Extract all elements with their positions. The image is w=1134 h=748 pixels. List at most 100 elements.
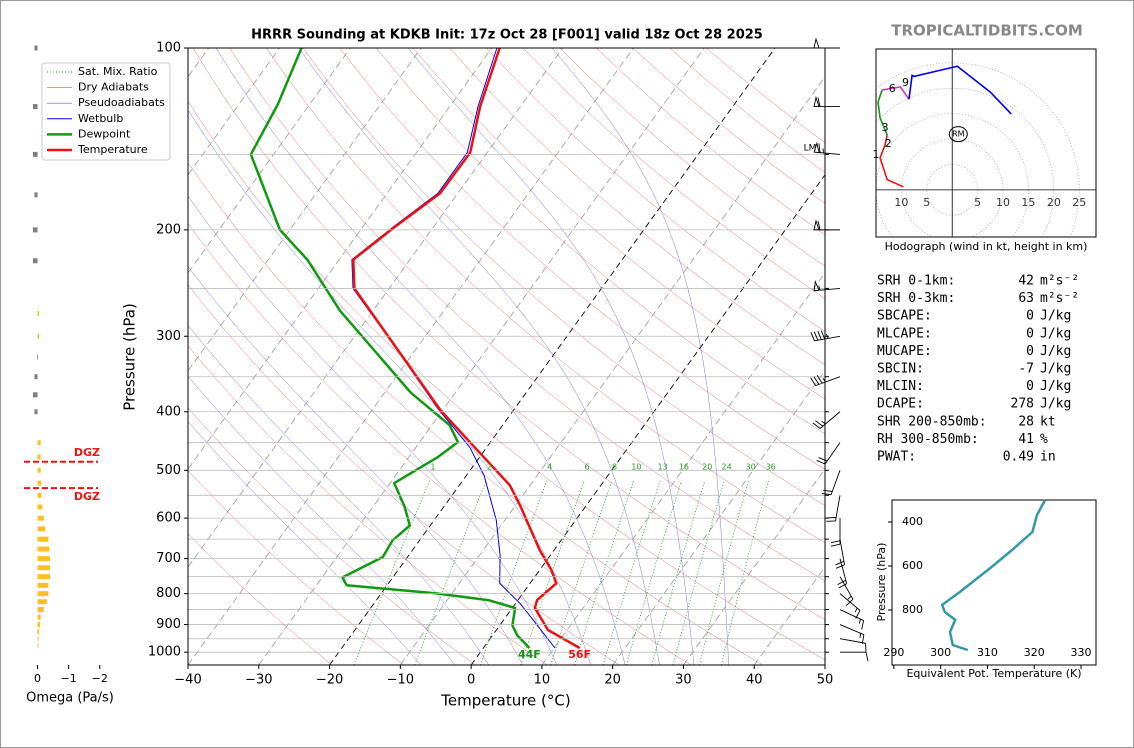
legend-label: Pseudoadiabats <box>78 96 165 109</box>
mixing-ratio-label: 13 <box>658 462 668 471</box>
wind-barb <box>813 279 841 292</box>
wind-barb <box>812 411 841 429</box>
mixing-ratio-label: 2 <box>487 462 492 471</box>
mixing-ratio-label: 6 <box>584 462 589 471</box>
y-tick-label: 200 <box>156 222 181 237</box>
hodograph-tick-label: 5 <box>974 196 981 209</box>
profile-line <box>249 48 531 649</box>
omega-bar <box>37 591 49 597</box>
hodograph-trace <box>877 89 888 136</box>
omega-bar <box>37 515 44 521</box>
mixing-ratio-line <box>550 480 613 665</box>
hodograph-frame <box>875 48 1097 238</box>
hodograph-tick-label: 15 <box>1021 196 1035 209</box>
pseudoadiabat <box>551 48 730 665</box>
height-label: 6 <box>889 82 896 95</box>
wind-barb <box>835 539 845 569</box>
mixing-ratio-label: 30 <box>746 462 756 471</box>
thetae-x-tick-label: 290 <box>883 646 904 659</box>
omega-bar <box>37 440 41 446</box>
isotherm <box>683 468 825 665</box>
surface-label: 56F <box>568 648 591 661</box>
chart-title: HRRR Sounding at KDKB Init: 17z Oct 28 [… <box>251 28 763 43</box>
index-value: 0 <box>1026 326 1034 341</box>
height-label: 9 <box>902 76 909 89</box>
height-label: 1 <box>873 148 880 161</box>
index-value: 0 <box>1026 309 1034 324</box>
dry-adiabat <box>188 407 476 665</box>
omega-bar <box>37 310 40 316</box>
omega-bar <box>37 556 50 562</box>
index-value: 0.49 <box>1003 450 1034 465</box>
wind-barb <box>840 651 869 662</box>
hodograph-trace <box>908 65 1012 115</box>
omega-bar <box>37 480 42 486</box>
omega-bar <box>32 258 38 264</box>
plot-frame <box>187 47 826 666</box>
dry-adiabat <box>486 48 825 332</box>
x-tick-label: −10 <box>387 673 414 688</box>
thetae-x-tick-label: 330 <box>1071 646 1092 659</box>
index-label: PWAT: <box>877 450 916 465</box>
profile-line <box>352 48 581 650</box>
mixing-ratio-line <box>353 480 431 665</box>
dry-adiabat <box>302 48 825 506</box>
x-tick-label: −30 <box>245 673 272 688</box>
mixing-ratio-label: 1 <box>430 462 435 471</box>
index-value: -7 <box>1018 362 1034 377</box>
mixing-ratio-line <box>602 480 661 665</box>
omega-bar <box>37 607 44 613</box>
mixing-ratio-line <box>414 480 487 665</box>
dgz-label: DGZ <box>74 446 100 459</box>
omega-axis-label: Omega (Pa/s) <box>26 691 114 706</box>
isotherm <box>258 48 705 665</box>
x-tick-label: 0 <box>467 673 475 688</box>
isotherm <box>188 48 422 372</box>
mixing-ratio-label: 20 <box>702 462 712 471</box>
omega-bar <box>37 546 50 552</box>
mixing-ratio-label: 36 <box>766 462 776 471</box>
thetae-frame <box>891 499 1097 666</box>
index-unit: m²s⁻² <box>1040 274 1079 289</box>
thetae-y-tick-label: 600 <box>902 559 923 572</box>
mixing-ratio-label: 8 <box>612 462 617 471</box>
omega-bar <box>37 574 50 580</box>
index-unit: J/kg <box>1040 326 1071 341</box>
mixing-ratio-line <box>720 480 769 665</box>
omega-bar <box>34 45 38 51</box>
isotherm <box>188 48 634 665</box>
thetae-x-tick-label: 320 <box>1024 646 1045 659</box>
hodograph-tick-label: 25 <box>1072 196 1086 209</box>
isotherm <box>400 76 825 665</box>
pseudoadiabat <box>188 265 524 665</box>
thetae-line <box>940 499 1047 652</box>
hodograph-trace <box>879 134 904 188</box>
dry-adiabat <box>339 48 825 470</box>
hodograph-label: Hodograph (wind in kt, height in km) <box>885 240 1088 253</box>
dgz-label: DGZ <box>74 490 100 503</box>
mixing-ratio-label: 24 <box>721 462 731 471</box>
thetae-y-label: Pressure (hPa) <box>875 543 888 622</box>
omega-bar <box>34 374 38 380</box>
hodograph-tick-label: 5 <box>923 196 930 209</box>
omega-bar <box>37 467 41 473</box>
x-tick-label: 20 <box>604 673 621 688</box>
wind-barb <box>813 95 840 108</box>
index-label: MLCIN: <box>877 379 924 394</box>
annotation: LM <box>804 144 817 154</box>
wind-barb <box>810 330 841 342</box>
index-unit: J/kg <box>1040 362 1071 377</box>
omega-bar <box>37 333 40 339</box>
hodograph-tick-label: 20 <box>1047 196 1061 209</box>
index-label: SRH 0-3km: <box>877 291 955 306</box>
omega-bar <box>37 565 50 571</box>
height-label: 2 <box>885 137 892 150</box>
index-label: SBCIN: <box>877 362 924 377</box>
thetae-x-tick-label: 310 <box>977 646 998 659</box>
wind-barb <box>813 141 841 155</box>
index-label: SRH 0-1km: <box>877 274 955 289</box>
index-label: MUCAPE: <box>877 344 932 359</box>
dry-adiabat <box>192 48 825 621</box>
y-tick-label: 900 <box>156 617 181 632</box>
index-unit: J/kg <box>1040 397 1071 412</box>
